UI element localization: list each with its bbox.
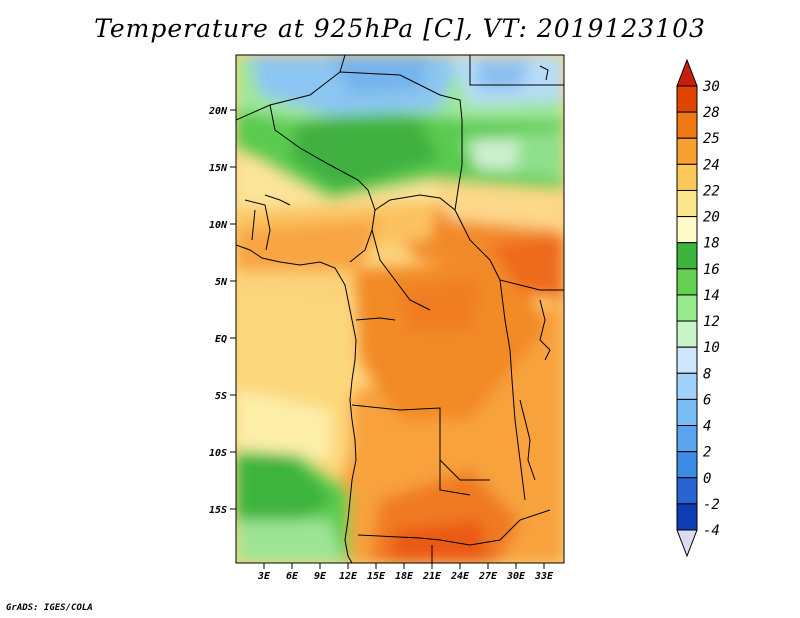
- credit-label: GrADS: IGES/COLA: [6, 603, 93, 613]
- colorbar-max-triangle: [676, 58, 698, 87]
- lon-label: 12E: [339, 571, 358, 582]
- lat-label: 5S: [215, 391, 227, 402]
- colorbar-label: 12: [703, 314, 720, 330]
- lon-label: 27E: [478, 571, 498, 582]
- colorbar-min-triangle: [676, 529, 698, 558]
- lon-label: 9E: [314, 571, 327, 582]
- lon-label: 15E: [367, 571, 386, 582]
- colorbar-label: 0: [703, 471, 711, 487]
- colorbar-segment: [676, 216, 698, 244]
- lon-label: 18E: [395, 571, 414, 582]
- colorbar-segment: [676, 111, 698, 139]
- colorbar-segment: [676, 346, 698, 374]
- map-frame: [235, 54, 565, 564]
- lat-labels: 20N 15N 10N 5N EQ 5S 10S 15S: [208, 106, 228, 516]
- lon-label: 33E: [534, 571, 554, 582]
- colorbar-segment: [676, 137, 698, 165]
- colorbar-label: 24: [703, 157, 720, 173]
- colorbar-label: -4: [703, 523, 720, 539]
- colorbar-label: 28: [703, 105, 720, 121]
- colorbar-segment: [676, 320, 698, 348]
- colorbar-segment: [676, 85, 698, 113]
- colorbar-label: 22: [703, 183, 720, 199]
- lon-label: 21E: [422, 571, 442, 582]
- temperature-field: [236, 55, 564, 563]
- colorbar-segment: [676, 503, 698, 531]
- colorbar-label: 30: [702, 79, 720, 95]
- colorbar-segment: [676, 425, 698, 453]
- map-title: Temperature at 925hPa [C], VT: 201912310…: [94, 14, 706, 43]
- lat-ticks: [230, 109, 236, 510]
- lat-label: 15N: [209, 163, 228, 174]
- lat-label: 5N: [215, 277, 228, 288]
- colorbar-label: 2: [703, 445, 711, 461]
- lon-ticks: [263, 563, 545, 569]
- colorbar-label: 6: [703, 392, 711, 408]
- lat-label: EQ: [215, 334, 227, 345]
- colorbar-segment: [676, 451, 698, 479]
- colorbar-segment: [676, 372, 698, 400]
- colorbar-label: 4: [703, 419, 711, 435]
- coastlines-borders: [236, 55, 564, 563]
- lon-label: 30E: [506, 571, 526, 582]
- lat-label: 20N: [208, 106, 228, 117]
- colorbar-segment: [676, 268, 698, 296]
- colorbar-label: 18: [703, 236, 720, 252]
- colorbar-segment: [676, 294, 698, 322]
- colorbar-label: 10: [703, 340, 720, 356]
- colorbar-segment: [676, 163, 698, 191]
- lon-label: 6E: [286, 571, 299, 582]
- colorbar-label: -2: [703, 497, 720, 513]
- colorbar-label: 16: [703, 262, 720, 278]
- lat-label: 10N: [209, 220, 228, 231]
- colorbar-label: 8: [703, 366, 711, 382]
- lat-label: 10S: [209, 448, 227, 459]
- lon-label: 24E: [450, 571, 470, 582]
- colorbar-label: 14: [703, 288, 720, 304]
- colorbar-label: 25: [703, 131, 720, 147]
- colorbar-segment: [676, 398, 698, 427]
- colorbar-segment: [676, 189, 698, 218]
- lon-labels: 3E 6E 9E 12E 15E 18E 21E 24E 27E 30E 33E: [257, 571, 554, 582]
- colorbar-segment: [676, 242, 698, 270]
- lon-label: 3E: [257, 571, 271, 582]
- colorbar-segment: [676, 477, 698, 505]
- colorbar-label: 20: [703, 210, 720, 226]
- lat-label: 15S: [209, 505, 227, 516]
